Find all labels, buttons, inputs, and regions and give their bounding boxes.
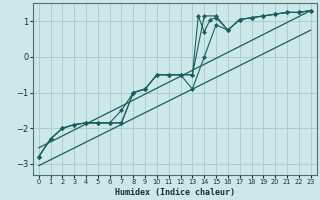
- X-axis label: Humidex (Indice chaleur): Humidex (Indice chaleur): [115, 188, 235, 197]
